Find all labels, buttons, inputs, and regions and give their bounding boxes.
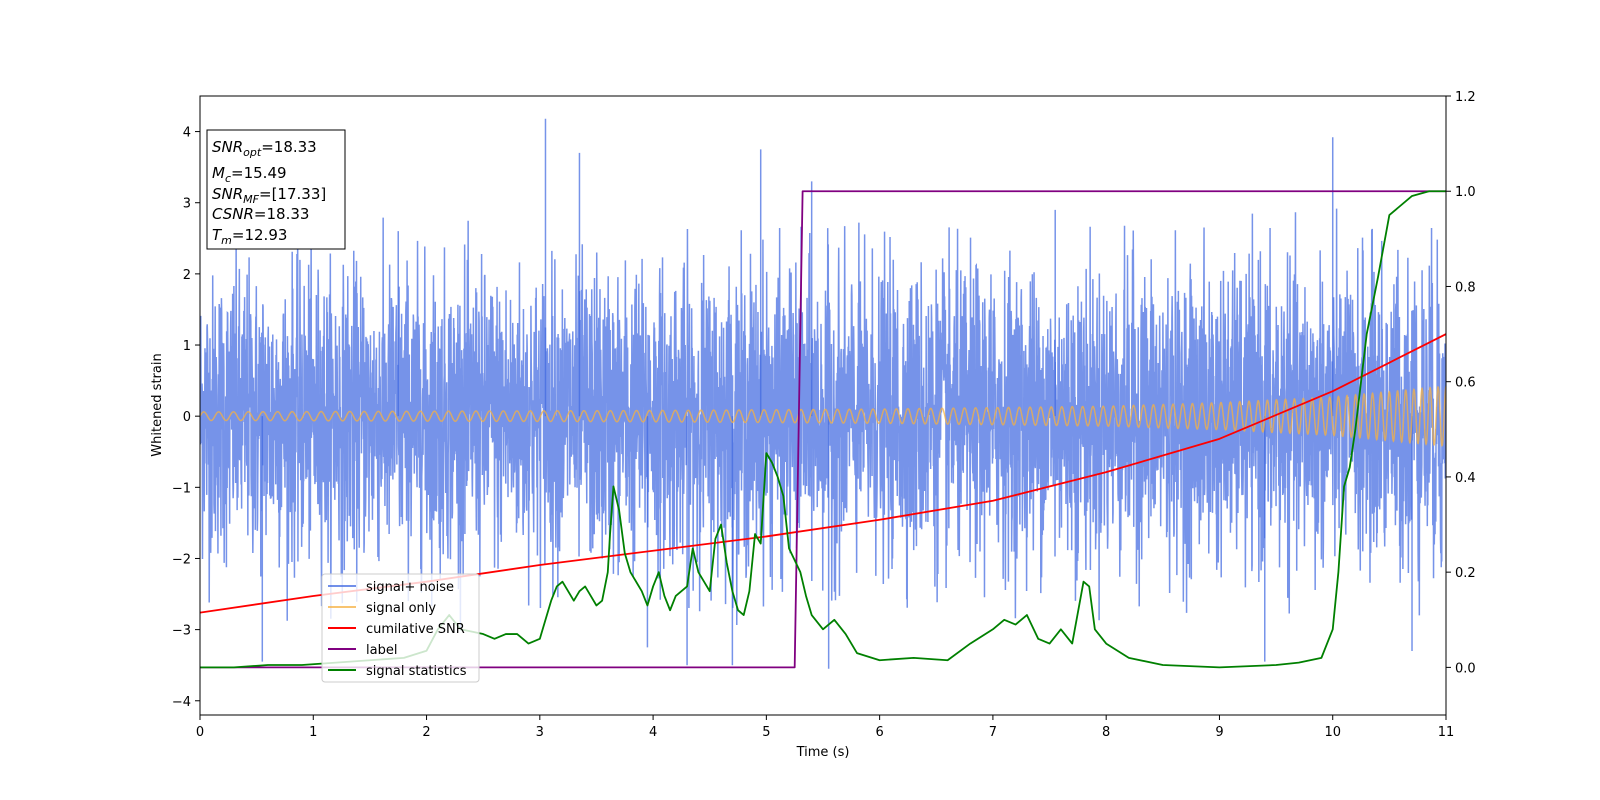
annotation-line: SNRopt=18.33: [212, 138, 317, 159]
y-tick-label: 0: [183, 410, 191, 425]
y2-tick-label: 0.0: [1455, 661, 1476, 676]
y-tick-label: −4: [172, 695, 191, 710]
annotation-line: CSNR=18.33: [212, 205, 309, 223]
x-tick-label: 6: [875, 725, 883, 740]
legend-entry: signal+ noise: [366, 580, 454, 595]
x-tick-label: 11: [1438, 725, 1455, 740]
x-tick-label: 9: [1215, 725, 1223, 740]
series-label-line: [200, 190, 1446, 669]
y-tick-label: 1: [183, 339, 191, 354]
legend-entry: label: [366, 643, 397, 658]
x-tick-label: 1: [309, 725, 317, 740]
y2-tick-label: 0.2: [1455, 566, 1476, 581]
x-axis-label: Time (s): [796, 745, 850, 760]
series-signal-noise-line: [200, 208, 1446, 631]
legend: signal+ noise signal only cumilative SNR la…: [321, 573, 480, 683]
y2-tick-label: 1.0: [1455, 185, 1476, 200]
x-tick-label: 8: [1102, 725, 1110, 740]
x-tick-label: 0: [196, 725, 204, 740]
x-tick-label: 5: [762, 725, 770, 740]
y2-tick-label: 0.8: [1455, 280, 1476, 295]
stats-annotation-box: SNRopt=18.33 Mc=15.49SNRMF=[17.33]CSNR=18…: [206, 129, 346, 250]
plot-frame: [199, 95, 1447, 716]
y2-tick-label: 0.4: [1455, 471, 1476, 486]
y-tick-label: −3: [172, 624, 191, 639]
series-signal-only-line: [200, 385, 1446, 447]
y-tick-label: 4: [183, 126, 191, 141]
legend-entry: cumilative SNR: [366, 622, 465, 637]
y-tick-label: −1: [172, 481, 191, 496]
x-tick-label: 3: [536, 725, 544, 740]
x-tick-label: 10: [1324, 725, 1341, 740]
legend-entry: signal only: [366, 601, 436, 616]
x-tick-label: 4: [649, 725, 657, 740]
series-signal-statistics-line: [200, 190, 1446, 669]
legend-frame: [321, 573, 480, 683]
annotation-frame: [206, 129, 346, 250]
y2-tick-label: 1.2: [1455, 90, 1476, 105]
y-tick-label: 3: [183, 197, 191, 212]
annotation-line: Mc=15.49: [212, 164, 287, 185]
y2-tick-label: 0.6: [1455, 376, 1476, 391]
y-tick-label: 2: [183, 268, 191, 283]
y-axis-label: Whitened strain: [150, 353, 165, 456]
annotation-line: Tm=12.93: [212, 226, 287, 247]
legend-entry: signal statistics: [366, 664, 467, 679]
annotation-line: SNRMF=[17.33]: [212, 185, 326, 206]
x-tick-label: 2: [422, 725, 430, 740]
x-tick-label: 7: [989, 725, 997, 740]
y-tick-label: −2: [172, 552, 191, 567]
